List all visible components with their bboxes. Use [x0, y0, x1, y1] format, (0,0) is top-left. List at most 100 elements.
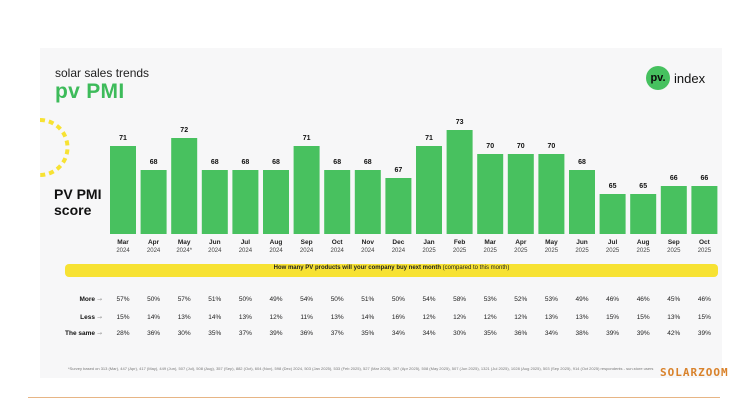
- table-cell: 12%: [484, 314, 497, 321]
- x-tick-month: Jun: [576, 239, 588, 246]
- bar-value-label: 71: [119, 135, 127, 142]
- table-cell: 57%: [116, 296, 129, 303]
- x-tick-year: 2025: [422, 248, 436, 254]
- table-cell: 54%: [300, 296, 313, 303]
- x-tick-month: Apr: [515, 239, 527, 246]
- table-cell: 14%: [208, 314, 221, 321]
- bar-jul-2024: [232, 170, 259, 234]
- bar-dec-2024: [385, 178, 412, 234]
- bar-mar-2025: [477, 154, 504, 234]
- table-cell: 49%: [575, 296, 588, 303]
- survey-question: How many PV products will your company b…: [65, 265, 718, 271]
- bar-oct-2025: [691, 186, 718, 234]
- bar-value-label: 70: [517, 143, 525, 150]
- x-tick-month: Feb: [454, 239, 466, 246]
- decorative-arc: [39, 118, 70, 177]
- table-cell: 52%: [514, 296, 527, 303]
- bar-value-label: 68: [211, 159, 219, 166]
- question-note: (compared to this month): [442, 265, 510, 271]
- bar-value-label: 72: [180, 127, 188, 134]
- table-cell: 50%: [392, 296, 405, 303]
- x-tick-year: 2025: [514, 248, 528, 254]
- table-cell: 39%: [606, 330, 619, 337]
- table-cell: 51%: [208, 296, 221, 303]
- bar-aug-2024: [263, 170, 289, 234]
- x-tick-month: Jan: [423, 239, 434, 246]
- bar-jun-2024: [201, 170, 228, 234]
- x-tick-year: 2024: [147, 248, 161, 254]
- x-tick-year: 2024: [361, 248, 375, 254]
- y-axis-title: PV PMI score: [54, 186, 102, 218]
- x-tick-year: 2025: [545, 248, 559, 254]
- x-tick-year: 2024*: [176, 248, 192, 254]
- divider: [28, 397, 720, 398]
- logo-badge: pv.: [646, 66, 670, 90]
- table-cell: 35%: [208, 330, 221, 337]
- table-cell: 12%: [269, 314, 282, 321]
- bar-value-label: 68: [150, 159, 158, 166]
- x-tick-year: 2024: [208, 248, 222, 254]
- logo-text: index: [674, 70, 706, 86]
- table-cell: 42%: [667, 330, 680, 337]
- bar-jan-2025: [416, 146, 442, 234]
- x-tick-year: 2025: [698, 248, 712, 254]
- table-cell: 46%: [606, 296, 619, 303]
- table-cell: 51%: [361, 296, 374, 303]
- table-cell: 45%: [667, 296, 680, 303]
- bar-apr-2024: [140, 170, 167, 234]
- bar-value-label: 71: [425, 135, 433, 142]
- x-tick-month: Aug: [637, 239, 650, 246]
- x-tick-month: Sep: [301, 239, 313, 246]
- x-tick-year: 2024: [239, 248, 253, 254]
- table-cell: 37%: [331, 330, 344, 337]
- table-cell: 53%: [484, 296, 497, 303]
- pv-index-logo: pv. index: [646, 66, 705, 90]
- x-tick-month: Dec: [392, 239, 404, 246]
- x-tick-year: 2025: [453, 248, 467, 254]
- x-tick-month: Jun: [209, 239, 221, 246]
- table-cell: 53%: [545, 296, 558, 303]
- table-cell: 35%: [361, 330, 374, 337]
- bar-value-label: 70: [486, 143, 494, 150]
- table-cell: 34%: [422, 330, 435, 337]
- table-cell: 13%: [178, 314, 191, 321]
- x-tick-month: Mar: [117, 239, 129, 246]
- table-cell: 39%: [637, 330, 650, 337]
- bar-value-label: 73: [456, 119, 464, 126]
- bar-value-label: 68: [242, 159, 250, 166]
- bar-oct-2024: [324, 170, 351, 234]
- bar-value-label: 65: [609, 183, 617, 190]
- bar-mar-2024: [110, 146, 136, 234]
- table-cell: 34%: [392, 330, 405, 337]
- x-tick-year: 2024: [331, 248, 345, 254]
- table-cell: 46%: [698, 296, 711, 303]
- x-tick-month: Nov: [362, 239, 375, 246]
- bar-jul-2025: [599, 194, 626, 234]
- table-row-label: Less: [80, 314, 95, 321]
- table-cell: 13%: [331, 314, 344, 321]
- bar-value-label: 67: [395, 167, 403, 174]
- footnote: *Survey based on 313 (Mar), 447 (Apr), 4…: [68, 366, 654, 371]
- table-cell: 11%: [300, 314, 313, 321]
- table-cell: 36%: [514, 330, 527, 337]
- table-cell: 13%: [545, 314, 558, 321]
- bar-may-2024: [171, 138, 198, 234]
- table-cell: 12%: [514, 314, 527, 321]
- table-cell: 14%: [147, 314, 160, 321]
- bar-value-label: 68: [333, 159, 341, 166]
- table-cell: 49%: [269, 296, 282, 303]
- x-tick-month: Oct: [332, 239, 344, 246]
- x-tick-year: 2024: [392, 248, 406, 254]
- x-tick-year: 2025: [484, 248, 498, 254]
- x-tick-month: Sep: [668, 239, 680, 246]
- bar-value-label: 71: [303, 135, 311, 142]
- x-tick-month: Mar: [484, 239, 496, 246]
- x-tick-year: 2025: [637, 248, 651, 254]
- bar-value-label: 68: [578, 159, 586, 166]
- table-cell: 16%: [392, 314, 405, 321]
- arrow-icon: →: [97, 296, 102, 303]
- table-cell: 13%: [667, 314, 680, 321]
- bar-nov-2024: [354, 170, 381, 234]
